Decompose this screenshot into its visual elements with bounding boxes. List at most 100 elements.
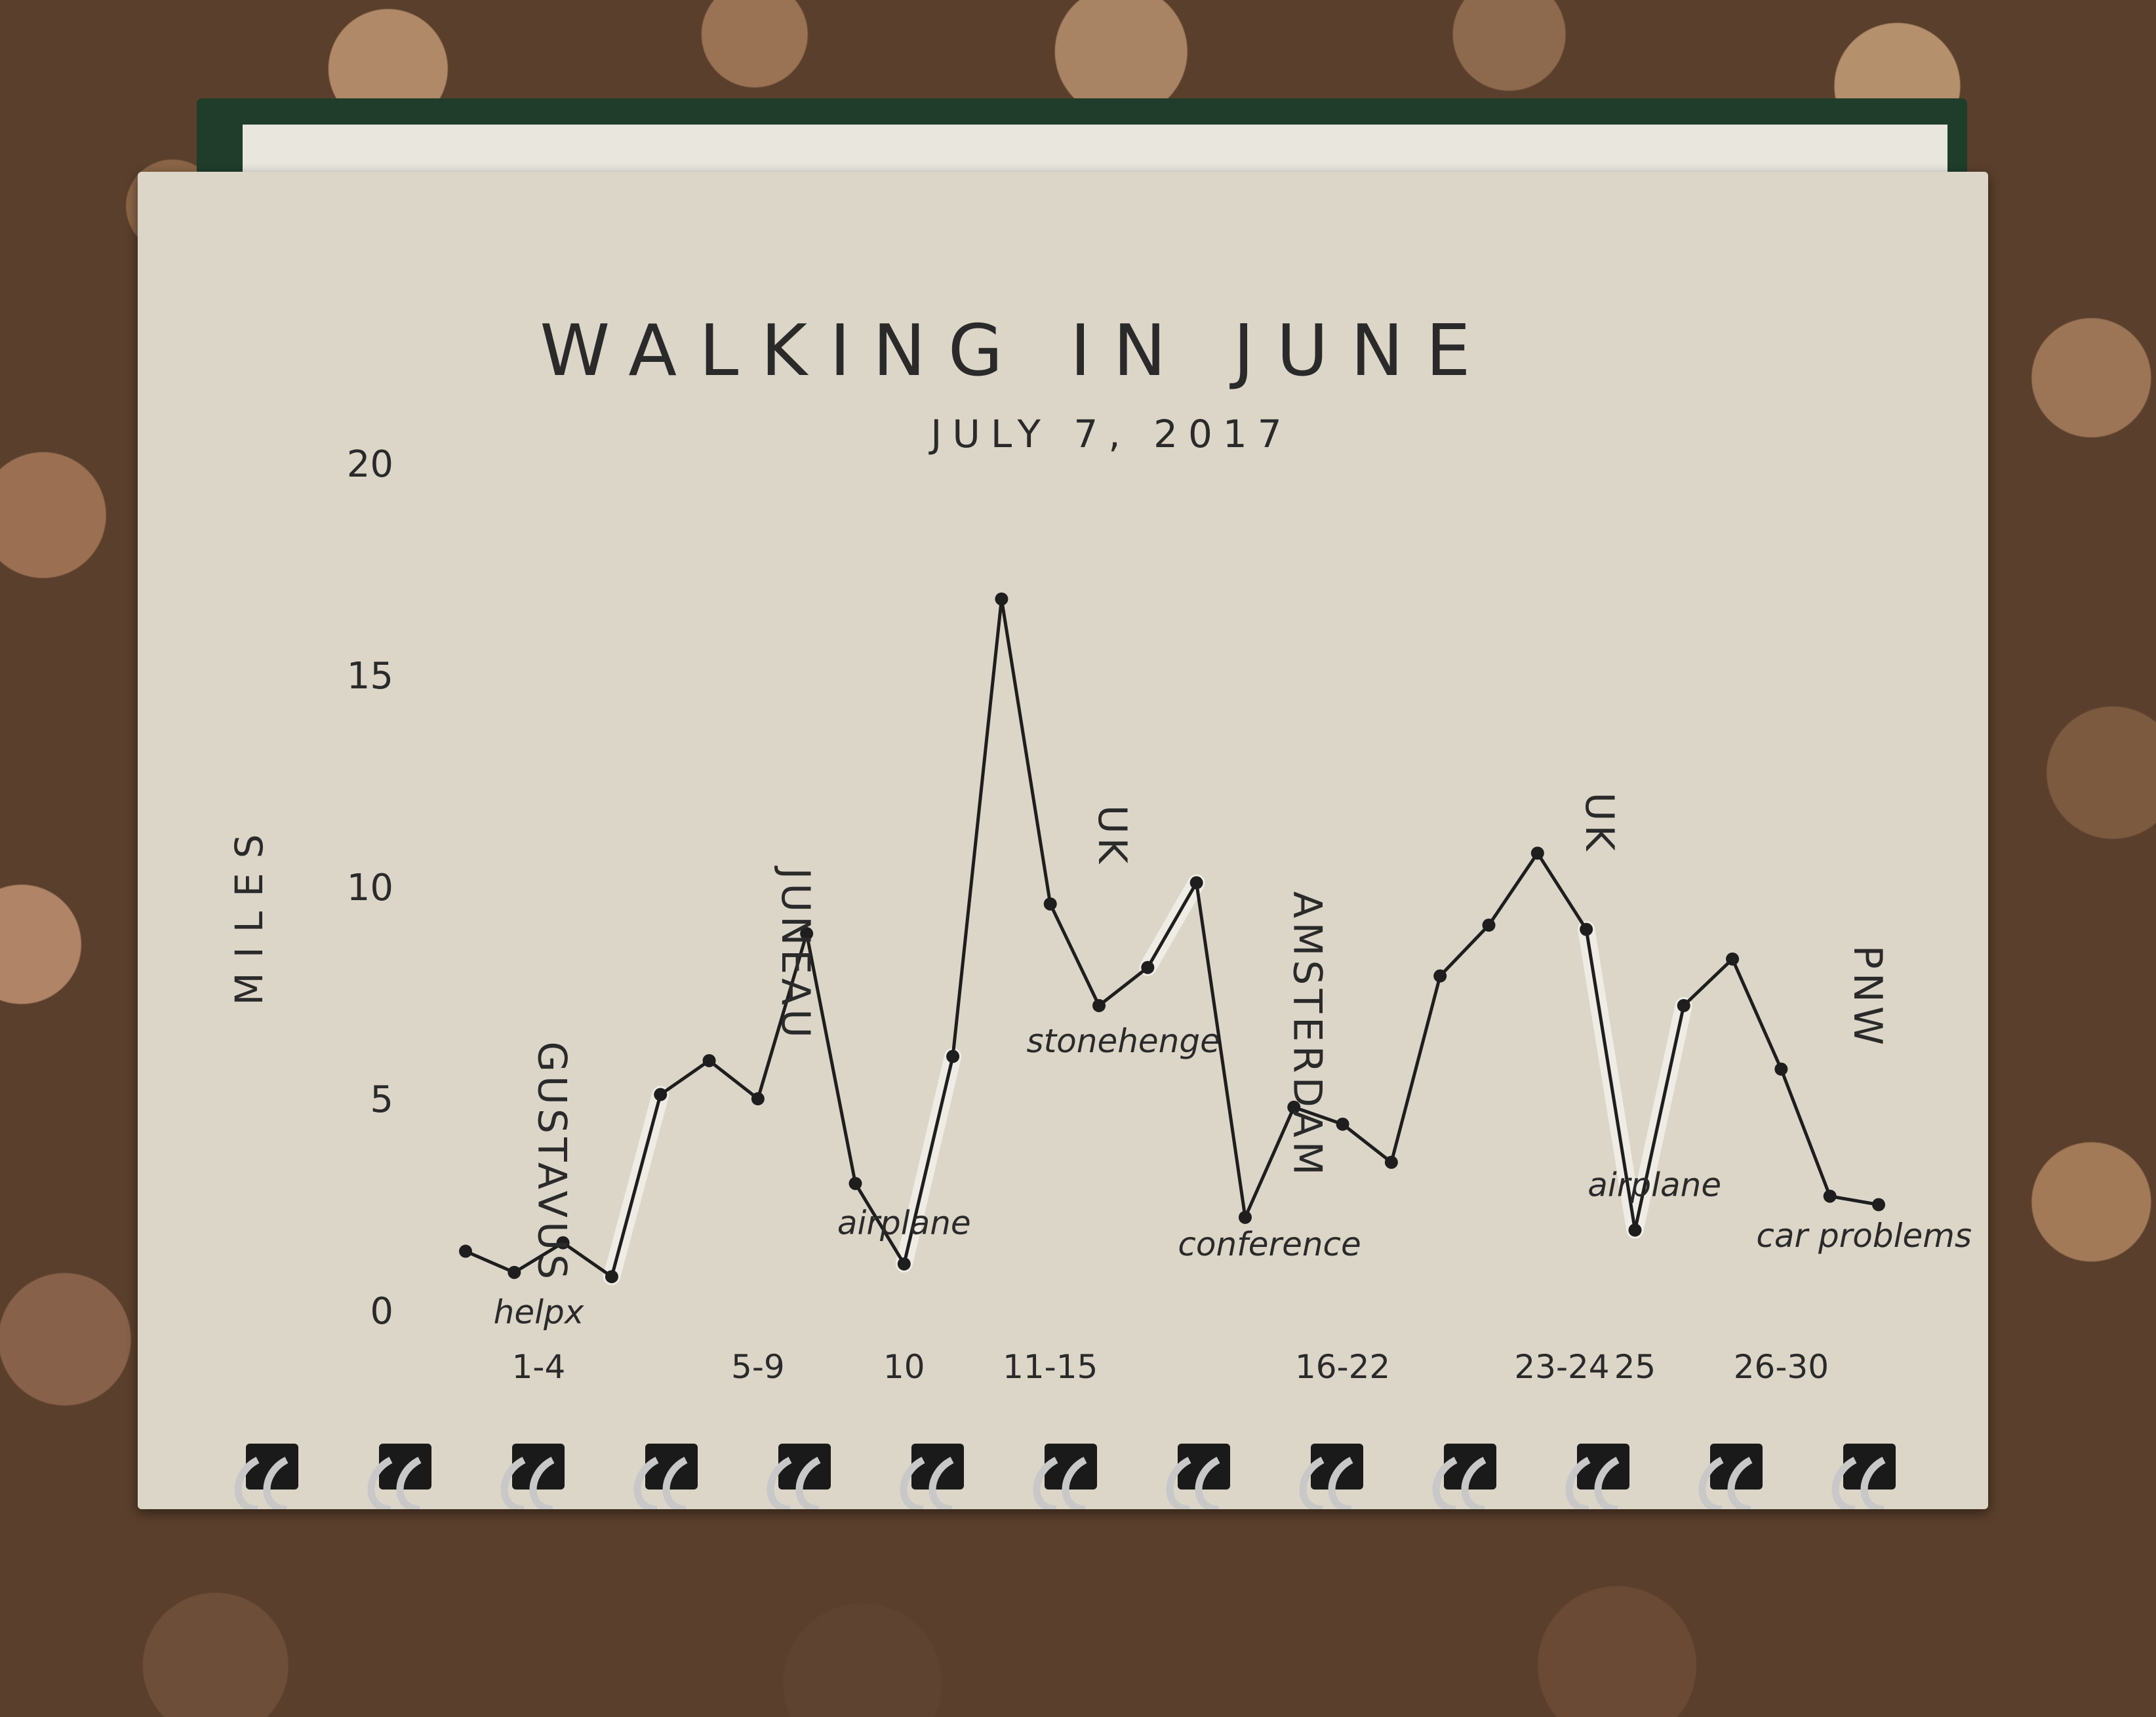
binding-hole — [1045, 1444, 1097, 1490]
coil-ring — [928, 1457, 954, 1509]
coil-ring — [1565, 1457, 1591, 1509]
data-point — [1580, 922, 1593, 936]
annotation-label: GUSTAVUS — [529, 1042, 574, 1284]
data-point — [1677, 998, 1690, 1012]
coil-ring — [500, 1457, 526, 1509]
data-point — [1482, 918, 1496, 932]
data-point — [1530, 846, 1544, 860]
annotation-label: stonehenge — [1027, 1022, 1220, 1060]
coil-ring — [767, 1457, 792, 1509]
data-point — [1384, 1155, 1398, 1169]
coil-ring — [1328, 1457, 1353, 1509]
data-point — [995, 592, 1008, 606]
coil-ring — [1698, 1457, 1724, 1509]
data-point — [459, 1244, 472, 1258]
data-point — [1189, 876, 1203, 890]
annotation-label: UK — [1576, 792, 1622, 854]
data-point — [1726, 952, 1740, 966]
series-layer — [459, 592, 1885, 1284]
y-tick-label: 15 — [347, 655, 393, 698]
x-tick-label: 25 — [1614, 1348, 1656, 1386]
y-tick-label: 5 — [370, 1078, 393, 1121]
annotation-label: JUNEAU — [772, 865, 818, 1042]
coil-ring — [396, 1457, 422, 1509]
coil-ring — [1461, 1457, 1487, 1509]
data-point — [1336, 1117, 1349, 1131]
coil-ring — [1432, 1457, 1458, 1509]
coil-ring — [1166, 1457, 1191, 1509]
data-point — [1092, 998, 1106, 1012]
x-tick-label: 23-24 — [1514, 1348, 1609, 1386]
data-point — [1774, 1062, 1788, 1076]
coil-ring — [1727, 1457, 1753, 1509]
sketchbook-page: WALKING IN JUNE JULY 7, 2017 MILES 0 5 10 1… — [138, 172, 1988, 1509]
coil-ring — [1831, 1457, 1857, 1509]
x-tick-label: 1-4 — [512, 1348, 566, 1386]
x-tick-label: 11-15 — [1003, 1348, 1098, 1386]
annotation-label: conference — [1178, 1225, 1361, 1263]
y-tick-label: 0 — [370, 1290, 393, 1333]
data-point — [1238, 1210, 1252, 1224]
binding-hole — [778, 1444, 831, 1490]
data-point — [751, 1092, 765, 1105]
chart-subtitle: JULY 7, 2017 — [928, 412, 1292, 456]
annotation-label: airplane — [837, 1204, 971, 1242]
binding-hole — [1577, 1444, 1629, 1490]
x-tick-label: 26-30 — [1734, 1348, 1829, 1386]
x-tick-label: 10 — [883, 1348, 925, 1386]
binding-hole — [1178, 1444, 1230, 1490]
coil-ring — [263, 1457, 289, 1509]
data-point — [1823, 1189, 1837, 1203]
coil-ring — [1062, 1457, 1087, 1509]
coil-ring — [234, 1457, 260, 1509]
binding-hole — [1444, 1444, 1496, 1490]
coil-ring — [367, 1457, 393, 1509]
coil-ring — [1033, 1457, 1058, 1509]
y-tick-labels: 0 5 10 15 20 — [347, 443, 393, 1333]
y-axis-label: MILES — [227, 820, 271, 1006]
binding-hole — [246, 1444, 298, 1490]
binding-hole — [645, 1444, 698, 1490]
binding-hole — [1311, 1444, 1363, 1490]
data-point — [654, 1088, 668, 1101]
coil-ring — [529, 1457, 555, 1509]
coil-ring — [662, 1457, 688, 1509]
y-tick-label: 10 — [347, 867, 393, 909]
series-line — [465, 597, 1879, 1278]
data-point — [1872, 1198, 1885, 1212]
data-point — [1628, 1223, 1642, 1237]
spiral-binding — [234, 1444, 1896, 1509]
data-point — [508, 1265, 521, 1279]
data-point — [1287, 1100, 1301, 1114]
coil-ring — [795, 1457, 821, 1509]
data-point — [946, 1050, 960, 1063]
annotations: GUSTAVUS helpx JUNEAU airplane UK stonehenge A… — [494, 792, 1972, 1331]
walking-chart: WALKING IN JUNE JULY 7, 2017 MILES 0 5 10 1… — [227, 310, 1972, 1509]
annotation-label: car problems — [1756, 1217, 1972, 1255]
annotation-label: helpx — [494, 1293, 584, 1331]
coil-ring — [900, 1457, 925, 1509]
binding-hole — [512, 1444, 565, 1490]
annotation-label: airplane — [1587, 1166, 1721, 1204]
annotation-label: UK — [1089, 805, 1135, 867]
data-point — [897, 1257, 911, 1271]
data-point — [556, 1236, 570, 1250]
data-point — [1433, 969, 1447, 983]
binding-hole — [1710, 1444, 1763, 1490]
chart-title: WALKING IN JUNE — [540, 310, 1492, 392]
coil-ring — [1195, 1457, 1220, 1509]
coil-ring — [1594, 1457, 1620, 1509]
data-point — [848, 1177, 862, 1191]
coil-ring — [633, 1457, 659, 1509]
binding-hole — [1843, 1444, 1896, 1490]
x-tick-label: 5-9 — [731, 1348, 785, 1386]
data-point — [1043, 897, 1057, 911]
coil-ring — [1299, 1457, 1325, 1509]
x-tick-labels: 1-4 5-9 10 11-15 16-22 23-24 25 26-30 — [512, 1348, 1829, 1386]
binding-hole — [911, 1444, 964, 1490]
binding-hole — [379, 1444, 431, 1490]
annotation-label: PNW — [1845, 945, 1890, 1049]
annotation-label: AMSTERDAM — [1284, 892, 1330, 1179]
data-point — [605, 1270, 618, 1284]
y-tick-label: 20 — [347, 443, 393, 486]
